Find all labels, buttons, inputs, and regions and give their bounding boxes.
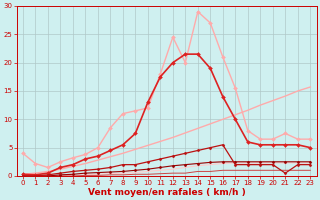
- X-axis label: Vent moyen/en rafales ( km/h ): Vent moyen/en rafales ( km/h ): [88, 188, 245, 197]
